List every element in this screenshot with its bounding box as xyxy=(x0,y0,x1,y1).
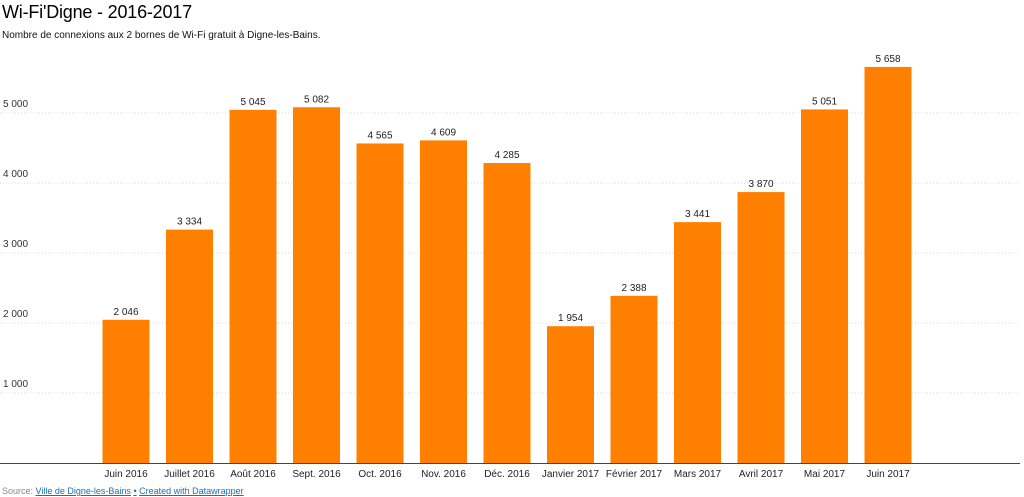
y-axis-labels: 1 000 2 000 3 000 4 000 5 000 xyxy=(3,99,28,390)
bar-value-label: 5 658 xyxy=(875,54,900,65)
bar-value-label: 2 388 xyxy=(621,283,646,294)
chart-title: Wi-Fi'Digne - 2016-2017 xyxy=(2,2,192,22)
x-tick-label: Avril 2017 xyxy=(739,469,784,480)
bar[interactable] xyxy=(547,326,594,463)
x-tick-label: Nov. 2016 xyxy=(421,469,466,480)
chart-footer: Source: Ville de Digne-les-Bains • Creat… xyxy=(2,486,244,496)
x-tick-label: Oct. 2016 xyxy=(358,469,402,480)
bar-value-label: 5 082 xyxy=(304,94,329,105)
bars xyxy=(102,66,912,464)
bar[interactable] xyxy=(293,107,340,463)
bar[interactable] xyxy=(420,140,467,463)
bar-value-label: 4 609 xyxy=(431,127,456,138)
chart-subtitle: Nombre de connexions aux 2 bornes de Wi-… xyxy=(2,30,321,41)
bar-value-label: 4 565 xyxy=(367,130,392,141)
x-tick-label: Mars 2017 xyxy=(674,469,722,480)
bar[interactable] xyxy=(229,109,277,463)
x-axis-labels: Juin 2016 Juillet 2016 Août 2016 Sept. 2016… xyxy=(104,469,910,480)
bar-value-label: 3 334 xyxy=(177,217,202,228)
source-label: Source: xyxy=(2,486,34,496)
bar-value-label: 1 954 xyxy=(558,313,583,324)
x-tick-label: Janvier 2017 xyxy=(542,469,600,480)
value-labels: 2 046 3 334 5 045 5 082 4 565 4 609 4 285 1 954… xyxy=(113,54,900,324)
y-tick-label: 2 000 xyxy=(3,309,28,320)
y-tick-label: 3 000 xyxy=(3,239,28,250)
x-tick-label: Juin 2016 xyxy=(104,469,148,480)
bar[interactable] xyxy=(483,163,531,464)
y-tick-label: 1 000 xyxy=(3,379,28,390)
y-tick-label: 4 000 xyxy=(3,169,28,180)
bar[interactable] xyxy=(674,222,721,463)
credit-link[interactable]: Created with Datawrapper xyxy=(139,486,244,496)
bar-value-label: 3 870 xyxy=(748,179,773,190)
bar[interactable] xyxy=(102,319,150,463)
bar-chart: 2 046 3 334 5 045 5 082 4 565 4 609 4 285 1 954… xyxy=(0,54,1020,480)
x-tick-label: Déc. 2016 xyxy=(484,469,530,480)
bar[interactable] xyxy=(864,66,912,463)
x-tick-label: Sept. 2016 xyxy=(292,469,341,480)
bar-value-label: 5 045 xyxy=(240,97,265,108)
x-tick-label: Février 2017 xyxy=(606,469,663,480)
bar[interactable] xyxy=(610,295,658,463)
bar-value-label: 5 051 xyxy=(812,96,837,107)
x-tick-label: Juin 2017 xyxy=(866,469,910,480)
bar-value-label: 3 441 xyxy=(685,209,710,220)
bar-value-label: 2 046 xyxy=(113,307,138,318)
bar[interactable] xyxy=(166,229,213,463)
x-tick-label: Août 2016 xyxy=(230,469,276,480)
y-tick-label: 5 000 xyxy=(3,99,28,110)
x-tick-label: Mai 2017 xyxy=(804,469,846,480)
footer-separator: • xyxy=(133,486,137,496)
source-link[interactable]: Ville de Digne-les-Bains xyxy=(35,486,131,496)
bar-value-label: 4 285 xyxy=(494,150,519,161)
bar[interactable] xyxy=(356,143,404,463)
bar[interactable] xyxy=(737,192,785,463)
x-tick-label: Juillet 2016 xyxy=(164,469,215,480)
bar[interactable] xyxy=(801,109,848,464)
